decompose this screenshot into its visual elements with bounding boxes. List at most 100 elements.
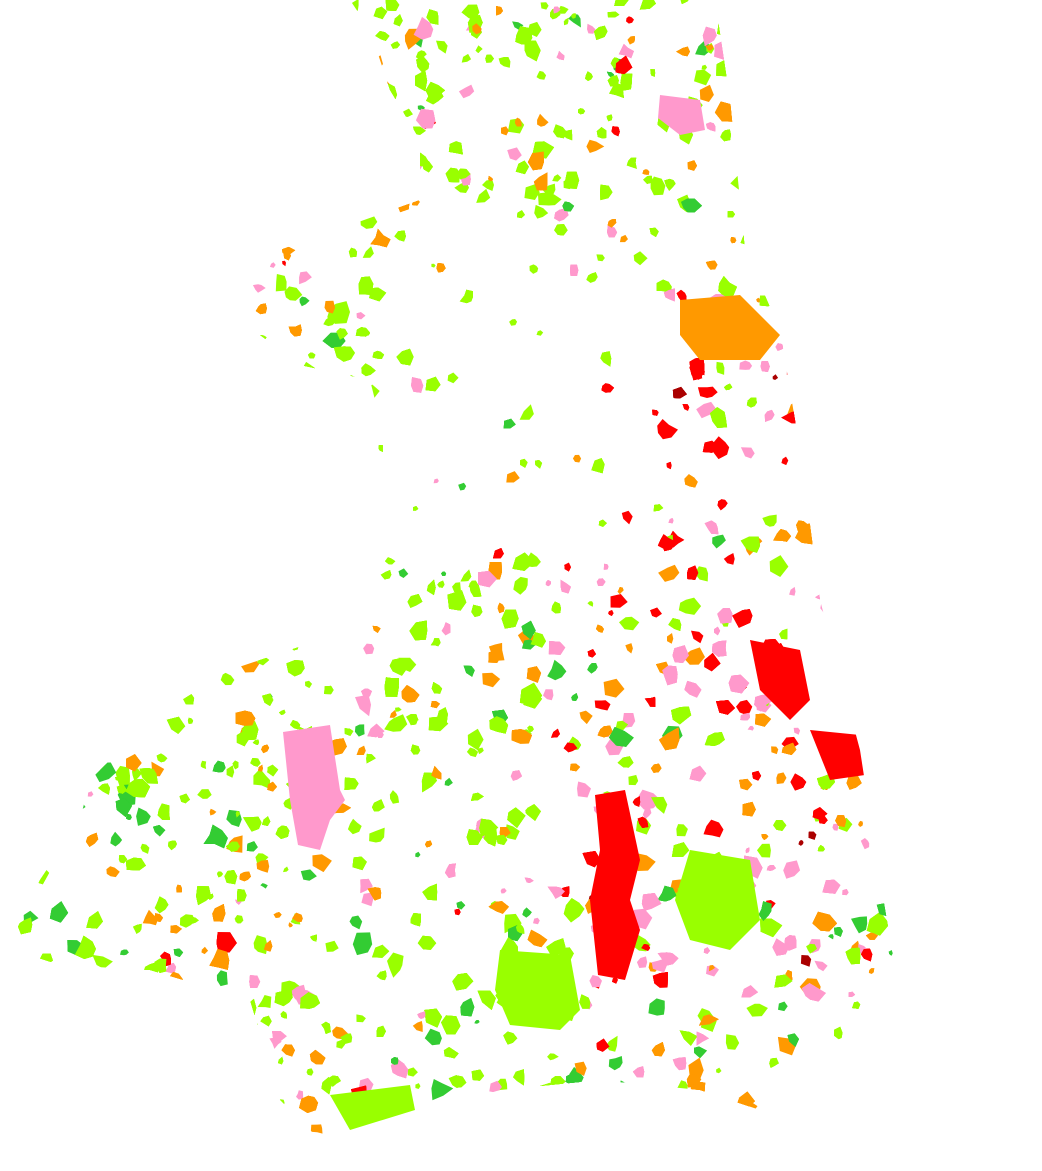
land-patch [150, 574, 160, 586]
land-patch [8, 284, 20, 299]
land-patch [635, 1089, 643, 1094]
land-patch [225, 498, 236, 512]
land-patch [232, 1075, 246, 1090]
land-patch [77, 721, 88, 733]
land-patch [330, 211, 345, 223]
land-patch [617, 587, 624, 594]
land-patch [22, 143, 42, 160]
land-patch [720, 13, 727, 20]
land-patch [819, 99, 832, 109]
large-pink-patch [658, 95, 705, 135]
land-patch [192, 21, 211, 37]
land-patch [203, 452, 214, 462]
land-patch [822, 259, 834, 277]
land-patch [169, 326, 181, 341]
land-patch [713, 1131, 728, 1140]
land-patch [78, 227, 102, 247]
land-patch [305, 510, 325, 535]
land-patch [212, 653, 227, 669]
land-patch [710, 407, 728, 428]
land-patch [47, 423, 57, 440]
land-patch [875, 102, 889, 114]
land-patch [53, 401, 60, 408]
land-patch [751, 101, 764, 121]
land-patch [891, 642, 900, 651]
land-patch [778, 283, 784, 290]
land-patch [132, 605, 143, 615]
land-patch [626, 16, 634, 24]
land-patch [75, 597, 85, 611]
land-patch [119, 520, 135, 534]
land-patch [819, 99, 832, 109]
land-patch [45, 1035, 51, 1042]
land-patch [349, 564, 368, 584]
land-patch [173, 132, 186, 148]
land-patch [168, 840, 177, 851]
land-patch [367, 152, 381, 164]
land-patch [741, 112, 756, 128]
land-patch [308, 12, 325, 29]
land-patch [8, 387, 9, 396]
land-patch [45, 349, 60, 365]
land-patch [144, 458, 157, 473]
land-patch [331, 197, 341, 205]
land-patch [456, 901, 466, 910]
land-patch [841, 1131, 861, 1140]
land-patch [353, 420, 369, 438]
land-patch [260, 1015, 272, 1027]
land-patch [244, 1023, 258, 1037]
land-patch [352, 932, 373, 956]
land-patch [164, 143, 179, 159]
land-patch [55, 246, 64, 256]
land-patch [184, 991, 201, 1005]
land-patch [650, 1109, 659, 1119]
land-patch [191, 272, 212, 289]
land-patch [266, 104, 282, 125]
land-patch [12, 16, 21, 23]
land-patch [176, 377, 188, 387]
land-patch [424, 1008, 442, 1028]
land-patch [95, 592, 105, 604]
land-patch [36, 1056, 48, 1076]
land-patch [754, 694, 773, 712]
land-patch [89, 270, 100, 281]
land-patch [43, 358, 55, 373]
land-patch [841, 1131, 861, 1140]
land-patch [262, 181, 274, 195]
land-patch [27, 392, 34, 399]
land-patch [455, 1107, 464, 1122]
land-patch [53, 515, 69, 536]
land-patch [815, 556, 822, 562]
land-patch [73, 513, 82, 527]
land-patch [712, 1103, 723, 1112]
land-patch [62, 796, 76, 810]
land-patch [58, 200, 72, 211]
land-patch [235, 303, 253, 317]
land-patch [307, 452, 324, 466]
land-patch [770, 242, 778, 250]
land-patch [12, 778, 33, 797]
land-patch [69, 324, 78, 333]
land-patch [886, 508, 895, 517]
land-patch [155, 25, 172, 38]
land-patch [348, 57, 363, 74]
land-patch [244, 1023, 258, 1037]
land-patch [153, 657, 163, 666]
land-patch [293, 477, 302, 483]
land-patch [828, 524, 846, 540]
land-patch [607, 75, 619, 87]
land-patch [55, 246, 64, 256]
land-patch [672, 1057, 687, 1071]
land-patch [410, 744, 421, 755]
land-patch [120, 521, 130, 531]
land-patch [11, 805, 20, 813]
land-patch [69, 384, 74, 391]
land-patch [253, 144, 265, 155]
land-patch [876, 820, 884, 829]
land-patch [607, 11, 620, 18]
land-patch [103, 438, 115, 446]
land-patch [114, 135, 122, 144]
land-patch [244, 1104, 254, 1112]
land-patch [55, 246, 64, 256]
land-patch [625, 643, 633, 654]
